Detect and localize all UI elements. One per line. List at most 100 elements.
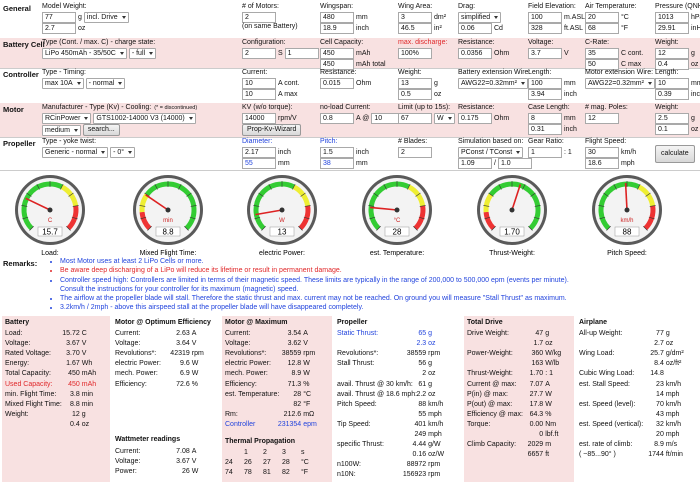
- input-field[interactable]: 20: [585, 12, 619, 23]
- select-field[interactable]: PConst / TConst: [458, 147, 524, 158]
- input-field[interactable]: 30: [585, 147, 619, 158]
- input-field[interactable]: 38: [320, 158, 354, 169]
- input-field[interactable]: 1: [284, 48, 319, 59]
- input-field[interactable]: 2: [242, 12, 276, 23]
- gauge-tick: [178, 184, 182, 190]
- result-unit: W/lb: [545, 360, 560, 368]
- gauge-tick: [368, 205, 375, 207]
- select-field[interactable]: RCinPower: [42, 113, 92, 124]
- field-line: 0.175 Ohm: [458, 113, 509, 124]
- input-field[interactable]: 1013: [655, 12, 689, 23]
- input-field[interactable]: 46.5: [398, 23, 432, 34]
- input-field[interactable]: 77: [42, 12, 76, 23]
- input-field[interactable]: 2.17: [242, 147, 276, 158]
- input-field[interactable]: 12: [655, 48, 689, 59]
- input-field[interactable]: 3.7: [528, 48, 562, 59]
- gauge-tick: [533, 216, 540, 220]
- field-title: # mag. Poles:: [585, 104, 628, 111]
- input-field[interactable]: 3: [398, 12, 432, 23]
- input-field[interactable]: 18.9: [320, 23, 354, 34]
- input-field[interactable]: 0.06: [458, 23, 492, 34]
- input-field[interactable]: 55: [242, 158, 276, 169]
- gauge-tick: [598, 205, 605, 207]
- input-field[interactable]: 10: [242, 78, 276, 89]
- gauge-needle: [145, 194, 169, 211]
- input-field[interactable]: 480: [320, 12, 354, 23]
- result-unit: g/dm²: [665, 350, 684, 358]
- result-value: 4.44: [412, 441, 427, 449]
- select-field[interactable]: AWG22=0.32mm²: [585, 78, 655, 89]
- field-title: Wing Area:: [398, 3, 433, 10]
- select-field[interactable]: - normal: [85, 78, 126, 89]
- input-field[interactable]: 10: [242, 89, 276, 100]
- input-field[interactable]: 13: [398, 78, 432, 89]
- input-field[interactable]: 100%: [398, 48, 432, 59]
- input-field[interactable]: 1.0: [497, 158, 532, 169]
- button-field[interactable]: Prop-Kv-Wizard: [242, 124, 302, 136]
- button-field[interactable]: calculate: [655, 145, 695, 163]
- select-field[interactable]: incl. Drive: [83, 12, 129, 23]
- input-field[interactable]: 1.09: [458, 158, 492, 169]
- gauge-tick: [613, 184, 617, 190]
- select-field[interactable]: Generic - normal: [42, 147, 109, 158]
- select-field[interactable]: AWG22=0.32mm²: [458, 78, 528, 89]
- button-field[interactable]: search...: [82, 124, 120, 136]
- select-field[interactable]: GTS1002-14000 V3 (14000): [93, 113, 196, 124]
- input-field[interactable]: 29.91: [655, 23, 689, 34]
- input-field[interactable]: 10: [655, 78, 689, 89]
- input-field[interactable]: 1.5: [320, 147, 354, 158]
- field-line: 450 mAh total: [320, 59, 386, 70]
- unit-label: m.ASL: [564, 14, 586, 21]
- input-field[interactable]: 0.39: [655, 89, 689, 100]
- field-title: Limit (up to 15s):: [398, 104, 451, 111]
- input-field[interactable]: 450: [320, 59, 354, 70]
- select-field[interactable]: max 10A: [42, 78, 84, 89]
- input-field[interactable]: 0.0356: [458, 48, 492, 59]
- input-field[interactable]: 0.31: [528, 124, 562, 135]
- input-field[interactable]: 0.5: [398, 89, 432, 100]
- select-field[interactable]: simplified: [458, 12, 502, 23]
- gauge-tick: [419, 205, 426, 207]
- input-field[interactable]: 67: [398, 113, 432, 124]
- input-field[interactable]: 0.8: [320, 113, 354, 124]
- input-field[interactable]: 8: [528, 113, 562, 124]
- input-field[interactable]: 12: [585, 113, 619, 124]
- result-value: 1.70: [529, 370, 544, 378]
- input-field[interactable]: 2.7: [42, 23, 76, 34]
- input-field[interactable]: 450: [320, 48, 354, 59]
- input-field[interactable]: 18.6: [585, 158, 619, 169]
- unit-label: oz: [691, 61, 699, 68]
- unit-label: in²: [434, 25, 442, 32]
- select-field[interactable]: LiPo 450mAh - 35/50C: [42, 48, 127, 59]
- input-field[interactable]: 0.1: [655, 124, 689, 135]
- input-field[interactable]: 0.015: [320, 78, 354, 89]
- input-field[interactable]: 100: [528, 12, 562, 23]
- gauge-tick: [599, 216, 606, 220]
- result-value: 450: [68, 370, 80, 378]
- unit-label: ft.ASL: [564, 25, 584, 32]
- input-field[interactable]: 2: [242, 48, 276, 59]
- input-field[interactable]: 2: [398, 147, 432, 158]
- input-field[interactable]: 14000: [242, 113, 276, 124]
- gauge-tick: [383, 184, 387, 190]
- select-field[interactable]: - 0°: [110, 147, 136, 158]
- input-field[interactable]: 0.175: [458, 113, 492, 124]
- input-field[interactable]: 2.5: [655, 113, 689, 124]
- input-field[interactable]: 68: [585, 23, 619, 34]
- input-field[interactable]: 328: [528, 23, 562, 34]
- input-field[interactable]: 50: [585, 59, 619, 70]
- input-field[interactable]: 0.4: [655, 59, 689, 70]
- unit-label: A @: [356, 115, 370, 122]
- input-field[interactable]: 100: [528, 78, 562, 89]
- input-field[interactable]: 1: [528, 147, 562, 158]
- field-line: 50 C max: [585, 59, 641, 70]
- select-field[interactable]: W: [434, 113, 455, 124]
- select-field[interactable]: - full: [128, 48, 157, 59]
- gauge-tick: [522, 184, 526, 190]
- gauge-tick: [184, 226, 189, 231]
- gauge-caption: Load:: [41, 250, 59, 257]
- input-field[interactable]: 3.94: [528, 89, 562, 100]
- input-field[interactable]: 35: [585, 48, 619, 59]
- result-value: 72.6: [176, 380, 190, 388]
- select-field[interactable]: medium: [42, 124, 81, 136]
